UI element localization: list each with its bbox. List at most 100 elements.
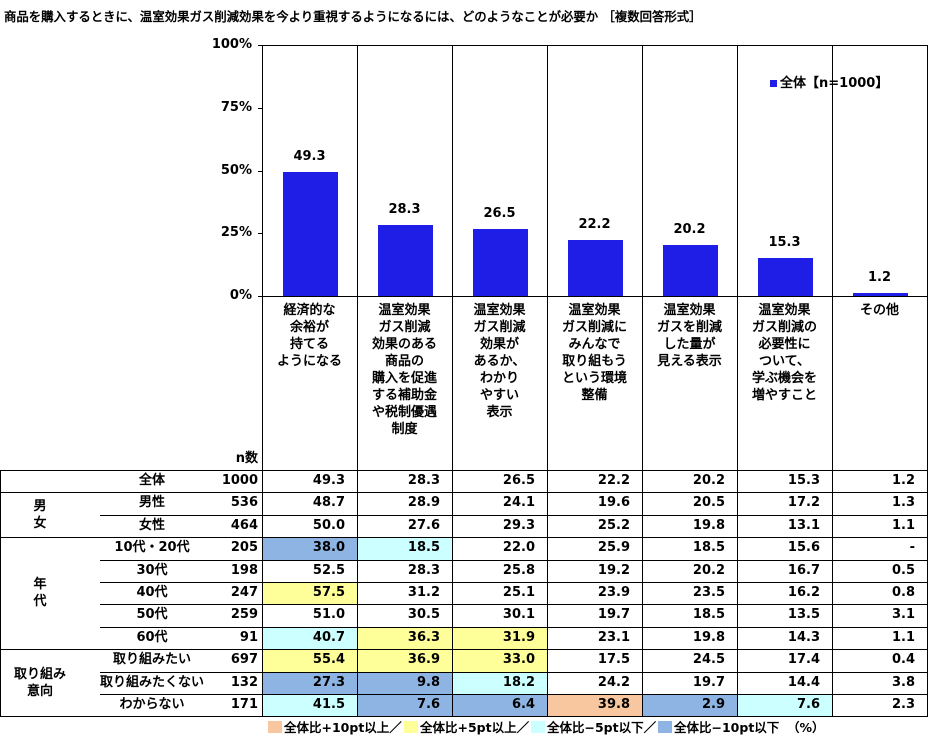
column-line (642, 45, 643, 716)
value-label: 28.3 (388, 201, 421, 217)
row-line (100, 694, 928, 695)
row-n: 259 (230, 607, 258, 623)
table-cell: 49.3 (312, 473, 345, 488)
footer-label: 全体比+5pt以上／ (420, 720, 530, 735)
table-cell: 27.6 (407, 517, 440, 533)
bar (472, 229, 528, 296)
table-cell: 25.8 (502, 562, 535, 578)
row-line (100, 626, 928, 628)
table-cell: 0.4 (891, 652, 915, 668)
row-line (100, 649, 928, 651)
table-cell: 25.1 (502, 585, 535, 600)
bar (567, 240, 623, 296)
value-label: 22.2 (578, 217, 611, 233)
y-tick-label: 0% (229, 288, 252, 303)
column-line (357, 45, 358, 716)
table-cell: 23.5 (692, 585, 725, 600)
table-cell: 1.1 (891, 629, 915, 645)
footer-swatch (658, 721, 672, 733)
y-tick (258, 233, 262, 235)
table-cell: 17.4 (787, 652, 820, 668)
table-cell: 38.0 (263, 538, 357, 560)
table-cell: 23.9 (597, 585, 630, 600)
group-line (0, 492, 100, 494)
row-n: 464 (230, 517, 258, 533)
table-left-line (0, 470, 1, 716)
column-line (262, 45, 263, 716)
column-line (452, 45, 453, 716)
column-line (737, 45, 738, 716)
row-line (100, 671, 928, 673)
y-tick (258, 45, 262, 46)
row-line (100, 559, 928, 561)
row-n: 247 (230, 585, 258, 600)
table-cell: 19.8 (692, 629, 725, 645)
table-cell: 33.0 (453, 650, 547, 672)
group-line (0, 716, 100, 718)
table-cell: 13.1 (787, 517, 820, 533)
table-cell: 20.5 (692, 495, 725, 511)
row-line (100, 514, 928, 516)
y-tick-label: 50% (220, 162, 252, 178)
bar (282, 172, 338, 296)
table-cell: 19.6 (597, 495, 630, 511)
legend-label: 全体【n=1000】 (780, 76, 889, 91)
table-cell: 7.6 (358, 695, 452, 717)
x-tick-label: 温室効果 ガスを削減 した量が 見える表示 (656, 303, 722, 369)
x-tick-label: 温室効果 ガス削減の 必要性に ついて、 学ぶ機会を 増やすこと (751, 303, 817, 403)
row-n: 171 (230, 697, 258, 712)
table-cell: 24.2 (597, 674, 630, 690)
table-cell: 3.1 (891, 607, 915, 623)
row-label: 40代 (136, 585, 168, 600)
bar (662, 245, 718, 296)
table-top-line (0, 470, 928, 471)
column-line (832, 45, 833, 716)
x-tick-label: 経済的な 余裕が 持てる ようになる (276, 303, 342, 369)
table-cell: 19.7 (597, 607, 630, 623)
row-label: 60代 (136, 629, 168, 645)
table-cell: 31.2 (407, 585, 440, 600)
group-label: 男 女 (33, 498, 47, 531)
value-label: 49.3 (293, 149, 326, 165)
table-cell: 17.5 (597, 652, 630, 668)
table-cell: 9.8 (358, 672, 452, 694)
table-cell: 16.7 (787, 562, 820, 578)
table-cell: 29.3 (502, 517, 535, 533)
row-line (100, 604, 928, 606)
table-cell: 25.2 (597, 517, 630, 533)
table-cell: 39.8 (548, 695, 642, 717)
table-cell: 31.9 (453, 627, 547, 650)
table-cell: 22.2 (597, 473, 630, 488)
table-cell: 19.8 (692, 517, 725, 533)
y-tick (258, 296, 262, 297)
table-cell: 41.5 (263, 695, 357, 717)
table-cell: 15.3 (787, 473, 820, 488)
table-cell: 6.4 (453, 695, 547, 717)
table-cell: 25.9 (597, 540, 630, 556)
table-cell: 50.0 (312, 517, 345, 533)
y-tick (258, 170, 262, 172)
table-cell: 18.5 (358, 538, 452, 560)
column-line (547, 45, 548, 716)
row-label: わからない (119, 697, 185, 712)
footer-label: 全体比+10pt以上／ (284, 720, 402, 735)
table-cell: 28.3 (407, 473, 440, 488)
column-line (927, 45, 928, 716)
table-cell: 52.5 (312, 562, 345, 578)
table-cell: 17.2 (787, 495, 820, 511)
table-cell: 23.1 (597, 629, 630, 645)
table-cell: 40.7 (263, 627, 357, 650)
y-tick-label: 75% (220, 99, 252, 115)
table-cell: 2.9 (643, 695, 737, 717)
table-cell: 51.0 (312, 607, 345, 623)
row-label: 男性 (138, 495, 165, 511)
group-line (0, 537, 100, 539)
row-label: 全体 (138, 473, 165, 488)
row-line (100, 537, 928, 539)
row-label: 10代・20代 (114, 540, 190, 556)
table-cell: 1.1 (891, 517, 915, 533)
table-cell: 27.3 (263, 672, 357, 694)
row-label: 30代 (136, 562, 168, 578)
value-label: 20.2 (673, 222, 706, 238)
row-n: 536 (230, 495, 258, 511)
